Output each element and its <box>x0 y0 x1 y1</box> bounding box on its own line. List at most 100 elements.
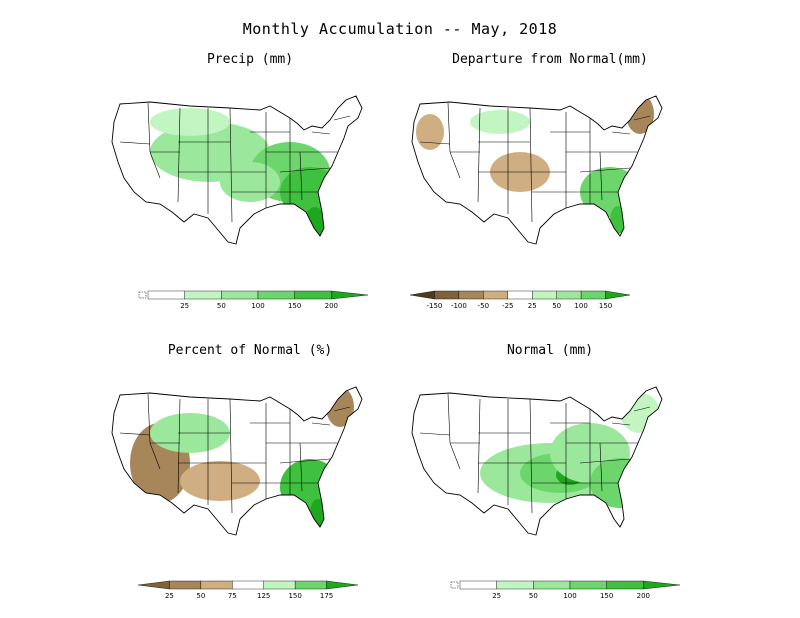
colorbar-tick-labels: 25 50 100 150 200 <box>450 592 690 602</box>
state-boundary <box>611 131 631 135</box>
colorbar-tick-label: 50 <box>552 302 562 310</box>
state-boundary <box>477 107 481 203</box>
state-boundary <box>447 102 461 179</box>
colorbar-swatches <box>409 290 631 300</box>
field-shading <box>480 393 660 508</box>
map-normal <box>411 386 663 536</box>
colorbar-swatch <box>326 580 359 590</box>
colorbar-swatch <box>580 290 606 300</box>
colorbar-tick-label: 25 <box>164 592 174 600</box>
state-boundary <box>599 151 603 201</box>
colorbar-tick-label: 150 <box>288 592 302 600</box>
colorbar-tick-label: 200 <box>636 592 651 600</box>
map-precip <box>111 95 363 245</box>
colorbar-tick-label: 75 <box>227 592 237 600</box>
state-boundary <box>311 422 331 426</box>
colorbar-swatch <box>263 580 296 590</box>
colorbar-swatches <box>137 580 359 590</box>
state-boundary <box>579 458 631 464</box>
colorbar-swatch <box>169 580 202 590</box>
us-outline <box>411 386 663 536</box>
colorbar-tick-label: 150 <box>598 302 613 310</box>
colorbar-tick-label: 25 <box>527 302 537 310</box>
state-boundary <box>633 406 651 412</box>
missing-swatch <box>450 581 459 589</box>
colorbar-tick-labels: 25 50 75 125 150 175 <box>128 592 368 602</box>
colorbar-tick-labels: -150 -100 -50 -25 25 50 100 150 <box>400 302 640 312</box>
colorbar-swatch <box>605 290 631 300</box>
field-shading <box>416 96 654 234</box>
state-boundary <box>177 398 181 494</box>
missing-swatch <box>138 291 147 299</box>
colorbar-swatch <box>137 580 170 590</box>
colorbar-swatch <box>147 290 185 300</box>
panel-departure: Departure from Normal(mm) <box>390 52 710 262</box>
state-boundary <box>633 115 651 121</box>
colorbar-percent: 25 50 75 125 150 175 <box>128 580 368 602</box>
colorbar-swatch <box>458 290 484 300</box>
state-boundary <box>529 107 533 223</box>
state-boundary <box>611 422 631 426</box>
colorbar-tick-label: 50 <box>528 592 538 600</box>
colorbar-tick-label: 50 <box>196 592 206 600</box>
state-boundary <box>299 442 303 492</box>
state-boundary <box>311 131 331 135</box>
colorbar-swatch <box>294 580 327 590</box>
colorbar-tick-label: 200 <box>324 302 339 310</box>
colorbar-tick-label: -25 <box>502 302 514 310</box>
colorbar-swatches <box>450 580 681 590</box>
colorbar-swatch <box>257 290 295 300</box>
field-patch <box>180 461 260 501</box>
state-boundary <box>279 167 331 173</box>
colorbar-swatch <box>294 290 332 300</box>
panel-normal: Normal (mm) <box>390 343 710 553</box>
state-boundary <box>333 115 351 121</box>
colorbar-swatch <box>434 290 460 300</box>
state-boundary <box>229 398 233 514</box>
colorbar-tick-label: -50 <box>477 302 490 310</box>
colorbar-swatch <box>331 290 369 300</box>
colorbar-departure: -150 -100 -50 -25 25 50 100 150 <box>400 290 640 312</box>
us-outline <box>111 386 363 536</box>
colorbar-swatch <box>643 580 681 590</box>
panel-title-precip: Precip (mm) <box>206 52 294 67</box>
colorbar-tick-label: 150 <box>599 592 614 600</box>
colorbar-swatch <box>507 290 533 300</box>
colorbar-normal: 25 50 100 150 200 <box>450 580 690 602</box>
colorbar-tick-label: 125 <box>257 592 271 600</box>
panel-precip: Precip (mm) <box>90 52 410 262</box>
state-boundary <box>447 393 461 470</box>
state-boundary <box>299 151 303 201</box>
state-boundary <box>119 141 151 145</box>
map-departure <box>411 95 663 245</box>
state-boundary <box>477 398 481 494</box>
colorbar-tick-label: 100 <box>251 302 265 310</box>
colorbar-swatch <box>569 580 607 590</box>
colorbar-tick-label: -150 <box>426 302 443 310</box>
colorbar-swatch <box>606 580 644 590</box>
colorbar-tick-label: 50 <box>216 302 226 310</box>
state-boundary <box>419 432 451 436</box>
panel-title-departure: Departure from Normal(mm) <box>452 52 648 67</box>
field-patch <box>220 162 280 202</box>
field-patch <box>470 110 530 134</box>
panel-title-percent: Percent of Normal (%) <box>167 343 333 358</box>
state-boundary <box>119 432 151 436</box>
panel-percent: Percent of Normal (%) <box>90 343 410 553</box>
colorbar-swatch <box>532 290 557 300</box>
colorbar-tick-label: 100 <box>563 592 577 600</box>
colorbar-tick-label: 25 <box>492 592 502 600</box>
field-patch <box>280 459 340 515</box>
map-percent <box>111 386 363 536</box>
colorbar-tick-label: 175 <box>319 592 334 600</box>
colorbar-swatch <box>459 580 497 590</box>
field-patch <box>626 96 654 134</box>
state-boundary <box>279 458 331 464</box>
colorbar-tick-labels: 25 50 100 150 200 <box>138 302 378 312</box>
colorbar-tick-label: 100 <box>574 302 588 310</box>
colorbar-swatch <box>483 290 508 300</box>
state-boundary <box>177 107 181 203</box>
field-shading <box>130 387 354 527</box>
colorbar-swatches <box>138 290 369 300</box>
